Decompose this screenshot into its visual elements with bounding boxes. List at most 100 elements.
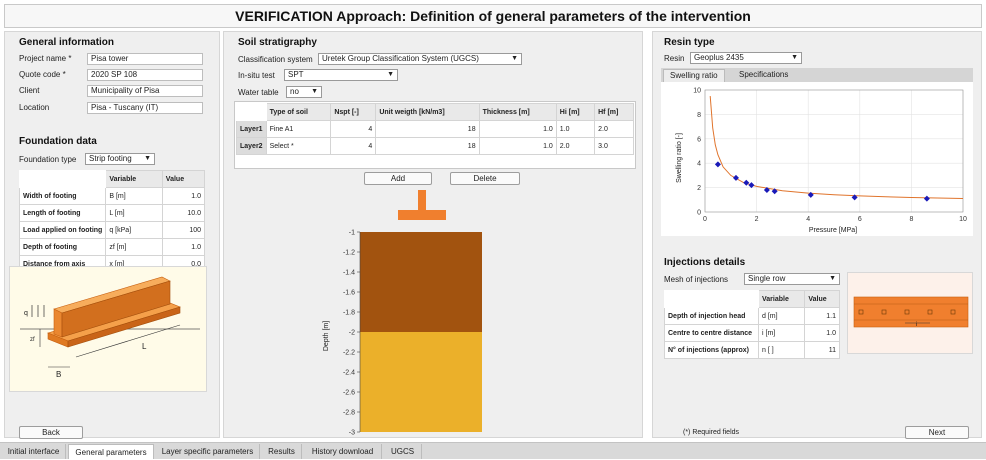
data-point-marker [743, 179, 750, 186]
back-button[interactable]: Back [19, 426, 83, 439]
data-point-marker [807, 191, 814, 198]
insitu-test-value: SPT [288, 70, 304, 79]
table-row: Width of footing B [m] 1.0 [18, 187, 206, 205]
water-table-value: no [290, 87, 299, 96]
width-of-footing-value[interactable]: 1.0 [161, 187, 206, 205]
row-label: Depth of footing [18, 238, 107, 256]
injections-details-heading: Injections details [664, 257, 746, 268]
client-label: Client [19, 86, 40, 95]
strip-footing-plan [853, 296, 969, 328]
foundation-table-corner [18, 170, 107, 188]
classification-system-label: Classification system [238, 55, 313, 64]
row-label: Width of footing [18, 187, 107, 205]
insitu-test-label: In-situ test [238, 71, 275, 80]
injection-point [904, 309, 910, 315]
footing-base-side [67, 306, 181, 348]
dimension-line-L [75, 324, 181, 358]
number-of-injections-value: 11 [804, 341, 840, 359]
chart-grid [704, 89, 964, 213]
water-table-select[interactable]: no ▼ [286, 86, 322, 98]
row-label: Length of footing [18, 204, 107, 222]
table-row: Depth of footing zf [m] 1.0 [18, 238, 206, 256]
foundation-type-select[interactable]: Strip footing ▼ [85, 153, 155, 165]
injections-table: Variable Value Depth of injection head d… [664, 290, 840, 359]
center-panel: Soil stratigraphy Classification system … [223, 31, 643, 438]
soil-header-type: Type of soil [265, 103, 332, 121]
load-applied-value[interactable]: 100 [161, 221, 206, 239]
injection-spacing-label: i [916, 322, 917, 328]
right-panel: Resin type Resin Geoplus 2435 ▼ Swelling… [652, 31, 982, 439]
data-point-marker [771, 188, 778, 195]
chart-curve [709, 96, 964, 199]
x-tick-label: 2 [755, 216, 759, 223]
resin-select[interactable]: Geoplus 2435 ▼ [690, 52, 802, 64]
tab-layer-specific-parameters[interactable]: Layer specific parameters [156, 444, 260, 459]
sketch-label-q: q [24, 310, 28, 317]
next-button[interactable]: Next [905, 426, 969, 439]
foundation-type-label: Foundation type [19, 155, 77, 164]
project-name-label: Project name * [19, 54, 72, 63]
row-variable: q [kPa] [105, 221, 163, 239]
layer1-thickness[interactable]: 1.0 [478, 120, 557, 138]
chart-yticks: 0 2 4 6 8 10 [693, 88, 701, 217]
window-title: VERIFICATION Approach: Definition of gen… [4, 4, 982, 28]
soil-header-corner [236, 103, 267, 121]
layer2-name: Layer2 [236, 137, 267, 155]
y-tick-label: 10 [693, 88, 701, 95]
client-input[interactable]: Municipality of Pisa [87, 85, 203, 97]
depth-of-injection-head-value[interactable]: 1.1 [804, 307, 840, 325]
layer1-unit-weight[interactable]: 18 [375, 120, 480, 138]
layer1-type[interactable]: Fine A1 [265, 120, 332, 138]
injections-header-variable: Variable [757, 290, 806, 308]
layer2-hf: 3.0 [594, 137, 634, 155]
layer2-unit-weight[interactable]: 18 [375, 137, 480, 155]
classification-system-select[interactable]: Uretek Group Classification System (UGCS… [318, 53, 522, 65]
layer2-type[interactable]: Select * [265, 137, 332, 155]
add-layer-button[interactable]: Add [364, 172, 432, 185]
quote-code-label: Quote code * [19, 70, 66, 79]
delete-layer-button[interactable]: Delete [450, 172, 520, 185]
quote-code-input[interactable]: 2020 SP 108 [87, 69, 203, 81]
tab-ugcs[interactable]: UGCS [384, 444, 422, 459]
table-row: Layer1 Fine A1 4 18 1.0 1.0 2.0 [236, 120, 634, 138]
centre-distance-value[interactable]: 1.0 [804, 324, 840, 342]
sketch-label-zf: zf [30, 337, 35, 343]
chevron-down-icon: ▼ [829, 275, 836, 282]
mesh-of-injections-value: Single row [748, 274, 786, 283]
chevron-down-icon: ▼ [791, 54, 798, 61]
foundation-header-variable: Variable [105, 170, 163, 188]
footing-flange [398, 210, 446, 220]
tab-history-download[interactable]: History download [304, 444, 382, 459]
foundation-data-heading: Foundation data [19, 136, 97, 147]
tab-initial-interface[interactable]: Initial interface [2, 444, 66, 459]
layer2-thickness[interactable]: 1.0 [478, 137, 557, 155]
soil-header-thickness: Thickness [m] [478, 103, 557, 121]
tab-swelling-ratio[interactable]: Swelling ratio [663, 69, 725, 82]
location-input[interactable]: Pisa - Tuscany (IT) [87, 102, 203, 114]
general-information-heading: General information [19, 37, 115, 48]
chart-ylabel: Swelling ratio [-] [676, 133, 683, 183]
soil-header-hi: Hi [m] [555, 103, 596, 121]
profile-tick-label: -1.8 [343, 310, 355, 317]
table-row: Depth of injection head d [m] 1.1 [664, 307, 840, 325]
tab-specifications[interactable]: Specifications [731, 69, 803, 82]
data-point-marker [714, 161, 721, 168]
foundation-table: Variable Value Width of footing B [m] 1.… [18, 170, 206, 273]
insitu-test-select[interactable]: SPT ▼ [284, 69, 398, 81]
plot-area-border [704, 89, 964, 213]
chart-points [714, 161, 930, 202]
footing-stem-front [53, 308, 63, 338]
sketch-label-l: L [142, 342, 147, 351]
tab-general-parameters[interactable]: General parameters [68, 444, 154, 459]
x-tick-label: 4 [806, 216, 810, 223]
tab-results[interactable]: Results [262, 444, 302, 459]
layer1-nspt[interactable]: 4 [330, 120, 377, 138]
soil-layer-2 [360, 332, 482, 432]
length-of-footing-value[interactable]: 10.0 [161, 204, 206, 222]
chevron-down-icon: ▼ [387, 71, 394, 78]
layer2-nspt[interactable]: 4 [330, 137, 377, 155]
depth-of-footing-value[interactable]: 1.0 [161, 238, 206, 256]
project-name-input[interactable]: Pisa tower [87, 53, 203, 65]
y-tick-label: 2 [697, 185, 701, 192]
mesh-of-injections-select[interactable]: Single row ▼ [744, 273, 840, 285]
